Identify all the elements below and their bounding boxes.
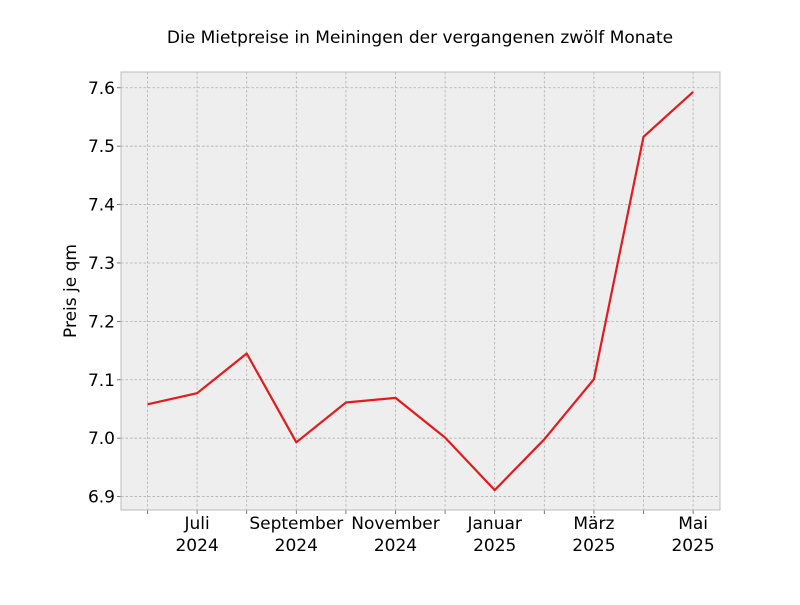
y-tick-label: 6.9: [88, 488, 115, 508]
plot-area: [121, 72, 720, 510]
x-tick-label-year: 2024: [374, 536, 417, 556]
x-tick-label-year: 2025: [572, 536, 615, 556]
x-tick-label-year: 2025: [671, 536, 714, 556]
x-tick-label-month: März: [573, 514, 614, 534]
x-tick-label-year: 2024: [275, 536, 318, 556]
y-tick-label: 7.2: [88, 312, 115, 332]
x-tick-label-month: Mai: [678, 514, 708, 534]
x-tick-label-month: Januar: [467, 514, 522, 534]
plot-frame: [120, 71, 721, 511]
y-tick-label: 7.4: [88, 196, 115, 216]
axis-ticks: [117, 87, 694, 514]
y-tick-label: 7.1: [88, 371, 115, 391]
x-tick-label-month: November: [351, 514, 439, 534]
x-tick-label-year: 2025: [473, 536, 516, 556]
x-tick-label-month: September: [249, 514, 343, 534]
y-axis-label: Preis je qm: [61, 244, 81, 338]
x-tick-label-year: 2024: [175, 536, 218, 556]
chart-title: Die Mietpreise in Meiningen der vergange…: [167, 28, 673, 48]
y-tick-label: 7.5: [88, 137, 115, 157]
y-tick-label: 7.6: [88, 79, 115, 99]
series-line: [147, 91, 694, 492]
y-tick-label: 7.0: [88, 429, 115, 449]
x-tick-label-month: Juli: [183, 514, 209, 534]
y-tick-label: 7.3: [88, 254, 115, 274]
